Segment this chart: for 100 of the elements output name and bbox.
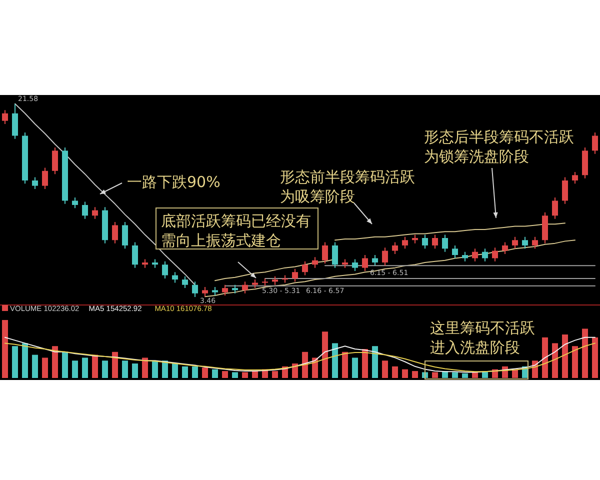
candlestick: [12, 104, 18, 140]
bar: [152, 360, 158, 378]
candlestick: [552, 197, 558, 220]
candlestick: [382, 247, 388, 266]
candlestick: [162, 260, 168, 279]
bar: [392, 366, 398, 378]
annotation: 底部活跃筹码已经没有需向上振荡式建仓: [161, 212, 311, 250]
candlestick: [302, 260, 308, 276]
candlestick: [532, 236, 538, 250]
bar: [82, 358, 88, 378]
bar: [52, 346, 58, 378]
bar: [102, 360, 108, 378]
bar: [242, 372, 248, 378]
candlestick: [122, 222, 128, 250]
candlestick: [332, 242, 338, 268]
candlestick: [72, 197, 78, 209]
candlestick: [352, 258, 358, 272]
bar: [62, 352, 68, 378]
bar: [192, 366, 198, 378]
bar: [472, 372, 478, 378]
bar: [582, 328, 588, 378]
candlestick: [112, 222, 118, 244]
bar: [362, 349, 368, 378]
bar: [272, 371, 278, 378]
bar: [222, 371, 228, 378]
bar: [132, 364, 138, 378]
bar: [592, 337, 598, 378]
bar: [232, 372, 238, 378]
bar: [562, 334, 568, 378]
annotation: 形态前半段筹码活跃为吸筹阶段: [280, 168, 415, 206]
bar: [42, 358, 48, 378]
bar: [372, 346, 378, 378]
bar: [412, 371, 418, 378]
candlestick: [82, 201, 88, 220]
candlestick: [592, 132, 598, 154]
bar: [332, 343, 338, 378]
candlestick: [442, 234, 448, 252]
candlestick: [132, 242, 138, 268]
candlestick: [242, 281, 248, 294]
candlestick: [392, 242, 398, 254]
bar: [292, 364, 298, 378]
bar: [122, 360, 128, 378]
candlestick: [192, 281, 198, 298]
bar: [572, 346, 578, 378]
bar: [342, 352, 348, 378]
candlestick: [502, 242, 508, 254]
bar: [22, 343, 28, 378]
bar: [402, 369, 408, 378]
candlestick: [482, 248, 488, 262]
candlestick: [572, 171, 578, 184]
candlestick: [522, 236, 528, 250]
candlestick: [42, 167, 48, 190]
bar: [12, 346, 18, 378]
bar: [112, 352, 118, 378]
candlestick: [312, 256, 318, 268]
bar: [162, 360, 168, 378]
bar: [182, 366, 188, 378]
candlestick: [422, 234, 428, 250]
bar: [92, 354, 98, 378]
candlestick: [462, 251, 468, 262]
candlestick: [432, 234, 438, 250]
bar: [542, 337, 548, 378]
bar: [172, 364, 178, 378]
candlestick: [2, 110, 8, 125]
annotation: 这里筹码不活跃进入洗盘阶段: [430, 319, 535, 356]
bar: [552, 343, 558, 378]
candlestick: [472, 248, 478, 262]
candlestick: [492, 247, 498, 262]
candlestick: [182, 276, 188, 289]
candlestick: [562, 176, 568, 204]
bar: [72, 360, 78, 378]
bar: [462, 373, 468, 378]
bar: [142, 358, 148, 378]
candlestick: [372, 254, 378, 266]
bar: [252, 371, 258, 378]
bar: [382, 360, 388, 378]
bar: [302, 352, 308, 378]
bar: [32, 354, 38, 378]
annotation: 形态后半段筹码不活跃为锁筹洗盘阶段: [424, 128, 574, 166]
candlestick: [452, 244, 458, 259]
bar: [322, 332, 328, 378]
candlestick: [202, 286, 208, 298]
bar: [212, 369, 218, 378]
bar: [202, 368, 208, 378]
candlestick: [222, 284, 228, 296]
candlestick: [92, 206, 98, 220]
candlestick: [512, 236, 518, 250]
candlestick: [32, 176, 38, 190]
bar: [352, 358, 358, 378]
candlestick: [402, 236, 408, 250]
candlestick: [362, 254, 368, 272]
candlestick: [172, 272, 178, 284]
candlestick: [52, 146, 58, 175]
bar: [432, 372, 438, 378]
bar: [2, 320, 8, 378]
annotation: 一路下跌90%: [127, 173, 220, 191]
candlestick: [292, 268, 298, 282]
bar: [452, 372, 458, 378]
bar: [312, 358, 318, 378]
candlestick: [322, 242, 328, 264]
